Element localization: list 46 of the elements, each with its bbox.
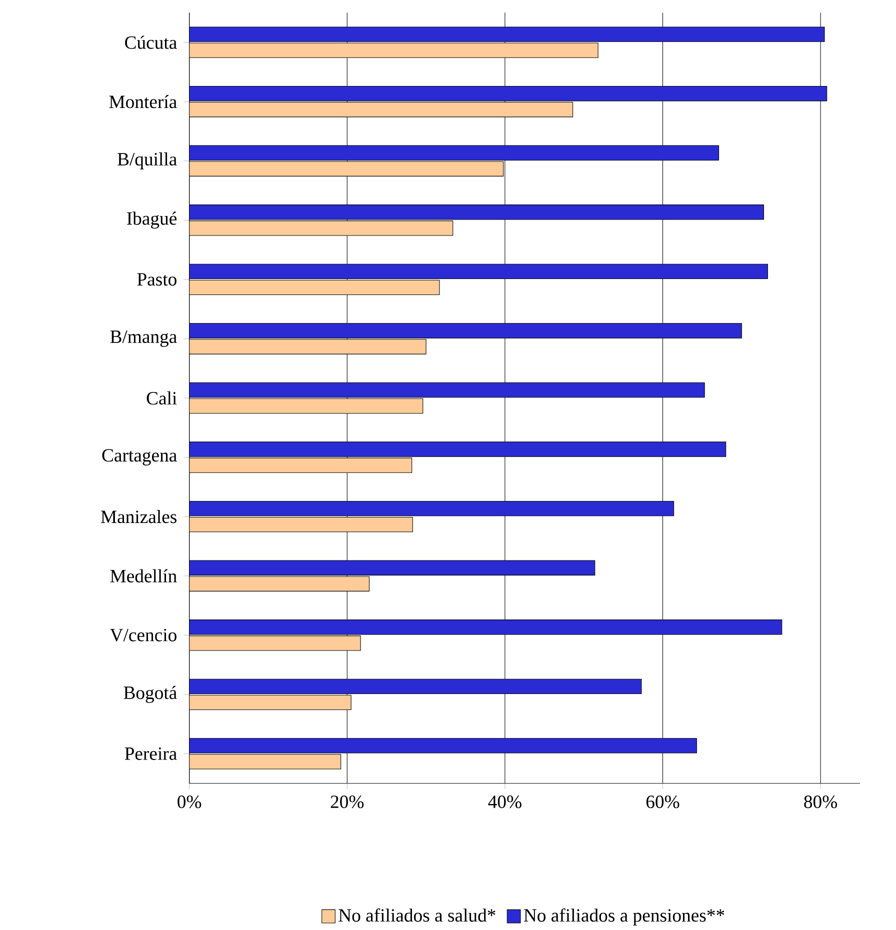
y-tick-label: Montería (109, 95, 177, 108)
bar (189, 161, 504, 176)
y-tick-label: Cali (146, 391, 177, 405)
legend-label: No afiliados a salud* (338, 908, 496, 922)
bar (189, 26, 825, 42)
y-tick-label: Cartagena (102, 449, 177, 466)
bar (189, 339, 426, 354)
y-tick-label: Medellín (110, 569, 177, 582)
bar (189, 220, 454, 236)
bar (189, 280, 440, 296)
y-tick-label: Bogotá (124, 686, 177, 703)
bar (189, 636, 361, 651)
y-tick-label: Ibagué (127, 212, 177, 229)
bar (189, 398, 424, 414)
bar (189, 102, 574, 118)
y-tick-label: B/manga (110, 330, 177, 347)
bar (189, 738, 697, 754)
x-tick-label: 0% (178, 796, 202, 808)
bar (189, 560, 596, 576)
bar (189, 500, 674, 516)
bar (189, 678, 642, 694)
bar (189, 382, 705, 398)
bar (189, 620, 782, 635)
bar (189, 694, 352, 710)
bar (189, 264, 768, 280)
y-tick-label: B/quilla (118, 152, 177, 170)
bar (189, 442, 726, 457)
legend-label: No afiliados a pensiones** (524, 908, 724, 926)
bar (189, 145, 720, 160)
bar (189, 323, 742, 338)
bar (189, 458, 412, 473)
x-tick-label: 60% (646, 796, 680, 808)
bar (189, 86, 828, 102)
bar (189, 754, 342, 770)
x-tick-label: 40% (488, 796, 522, 808)
y-tick-label: Manizales (100, 510, 176, 524)
x-tick-label: 20% (330, 796, 364, 808)
bar (189, 576, 370, 592)
bar (189, 516, 413, 532)
x-tick-label: 80% (804, 796, 838, 808)
y-tick-label: Pereira (124, 747, 177, 760)
bar (189, 42, 598, 58)
y-tick-label: Cúcuta (125, 36, 177, 49)
y-tick-label: Pasto (137, 273, 176, 286)
y-tick-label: V/cencio (110, 628, 176, 642)
bar (189, 204, 764, 220)
